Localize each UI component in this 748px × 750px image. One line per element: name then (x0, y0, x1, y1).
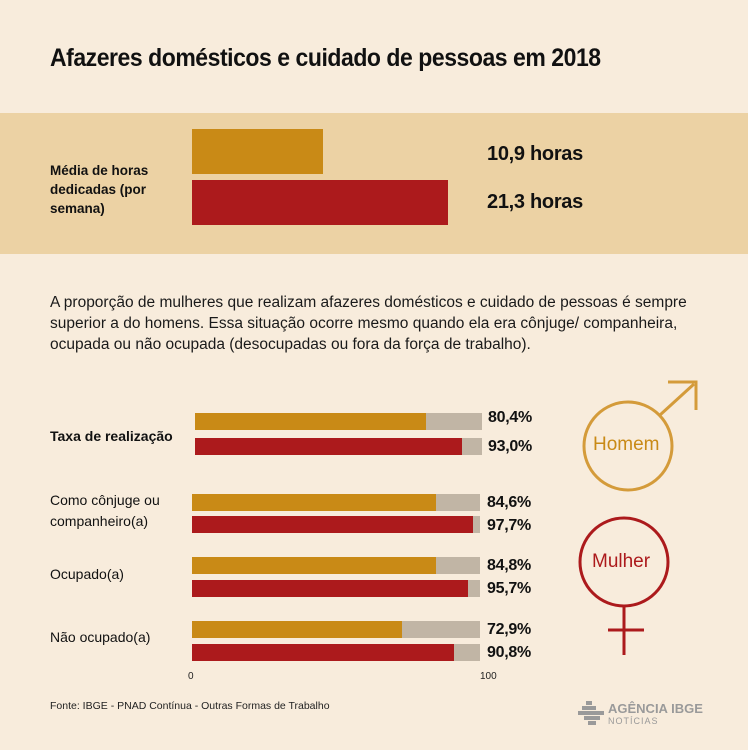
bar-men (192, 621, 402, 638)
pct-label-men: 80,4% (488, 409, 532, 426)
pct-label-women: 97,7% (487, 517, 531, 534)
pct-label-women: 95,7% (487, 580, 531, 597)
row-label-ocupado: Ocupado(a) (50, 566, 124, 582)
bar-track-women (192, 580, 480, 597)
hours-bar-women (192, 180, 448, 225)
bar-track-men (192, 494, 480, 511)
logo-main-text: AGÊNCIA IBGE (608, 701, 703, 716)
row-label-taxa: Taxa de realização (50, 428, 173, 444)
source-note: Fonte: IBGE - PNAD Contínua - Outras For… (50, 700, 330, 712)
bar-women (195, 438, 462, 455)
ibge-logo-icon (578, 701, 604, 725)
legend-men: Homem (593, 434, 660, 455)
bar-track-men (195, 413, 482, 430)
pct-label-women: 90,8% (487, 644, 531, 661)
chart-title: Afazeres domésticos e cuidado de pessoas… (50, 44, 601, 72)
logo-sub-text: NOTÍCIAS (608, 716, 659, 726)
pct-label-men: 84,8% (487, 557, 531, 574)
axis-min-label: 0 (188, 671, 194, 682)
row-label-nao-ocupado: Não ocupado(a) (50, 629, 151, 645)
bar-track-women (195, 438, 482, 455)
axis-max-label: 100 (480, 671, 497, 682)
row-label-conjuge: Como cônjuge ou companheiro(a) (50, 492, 160, 529)
bar-women (192, 644, 454, 661)
bar-women (192, 516, 474, 533)
male-symbol-icon (582, 380, 698, 492)
bar-track-men (192, 557, 480, 574)
hours-value-men: 10,9 horas (487, 143, 583, 165)
bar-men (195, 413, 426, 430)
description-text: A proporção de mulheres que realizam afa… (50, 294, 687, 353)
bar-track-women (192, 516, 480, 533)
bar-men (192, 494, 436, 511)
pct-label-men: 84,6% (487, 494, 531, 511)
agency-logo: AGÊNCIA IBGE NOTÍCIAS (578, 701, 703, 732)
bar-track-women (192, 644, 480, 661)
pct-label-women: 93,0% (488, 438, 532, 455)
legend-women: Mulher (592, 551, 651, 572)
bar-women (192, 580, 468, 597)
hours-value-women: 21,3 horas (487, 191, 583, 213)
hours-bar-men (192, 129, 323, 174)
bar-men (192, 557, 437, 574)
hours-label: Média de horas dedicadas (por semana) (50, 163, 149, 216)
female-symbol-icon (578, 516, 670, 655)
pct-label-men: 72,9% (487, 621, 531, 638)
bar-track-men (192, 621, 480, 638)
